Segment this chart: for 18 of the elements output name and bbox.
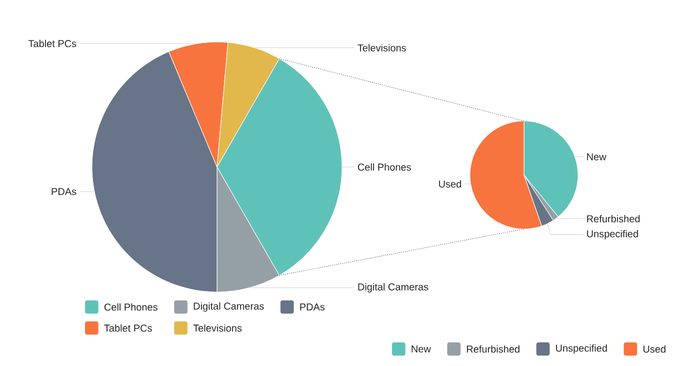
slice-label: Digital Cameras [358,283,428,292]
legend-label: Tablet PCs [104,324,152,332]
legend-label: Televisions [193,324,242,332]
legend-label: Unspecified [556,344,607,354]
slice-label: Used [439,180,462,188]
slice-label: Refurbished [587,215,640,222]
legend-label: Used [643,345,666,353]
slice-label: Unspecified [587,230,638,240]
legend-label: Digital Cameras [194,302,264,312]
slice-label: Tablet PCs [28,40,76,48]
legend-label: Refurbished [466,345,520,353]
legend-label: Cell Phones [104,303,158,311]
slice-label: PDAs [52,188,76,196]
slice-label: New [587,153,606,160]
slice-label: Cell Phones [358,163,411,171]
legend-label: New [412,345,431,352]
legend-label: PDAs [300,303,325,310]
slice-label: Televisions [358,44,406,52]
